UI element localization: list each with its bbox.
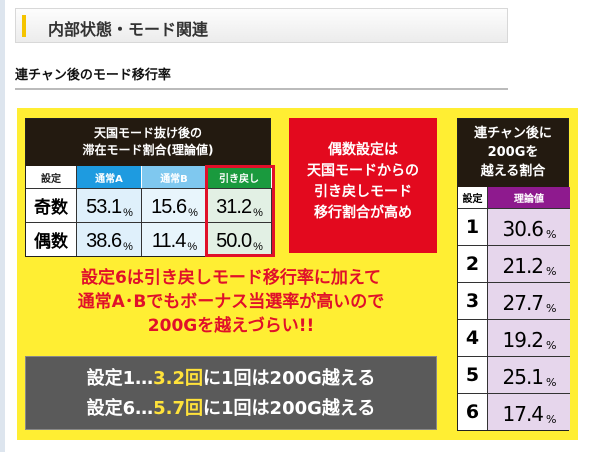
- setting-label: 1: [458, 208, 488, 245]
- row-label: 奇数: [26, 188, 77, 222]
- section-title: 内部状態・モード関連: [48, 20, 209, 39]
- mode-ratio-table: 天国モード抜け後の 滞在モード割合(理論値) 設定 通常A 通常B 引き戻し 奇…: [25, 118, 272, 257]
- table-title: 連チャン後に 200Gを 越える割合: [458, 119, 568, 187]
- highlight-frame: [205, 165, 275, 257]
- setting-label: 5: [458, 356, 488, 393]
- callout-line: 移行割合が高め: [314, 205, 412, 221]
- note-line: 設定6は引き戻しモード移行率に加えて: [81, 268, 381, 288]
- divider: [15, 88, 508, 90]
- note-text: 設定6は引き戻しモード移行率に加えて 通常A･Bでもボーナス当選率が高いので 2…: [25, 266, 437, 338]
- table-cell: 19.2%: [488, 319, 570, 356]
- summary-box: 設定1…3.2回に1回は200G越える 設定6…5.7回に1回は200G越える: [25, 356, 437, 430]
- col-header: 引き戻し: [207, 166, 272, 188]
- callout-line: 偶数設定は: [328, 142, 398, 158]
- table-cell: 15.6%: [142, 188, 207, 222]
- setting-label: 4: [458, 319, 488, 356]
- table-title: 天国モード抜け後の 滞在モード割合(理論値): [26, 119, 270, 166]
- col-header: 理論値: [488, 187, 570, 208]
- title-line: 滞在モード割合(理論値): [82, 143, 214, 157]
- title-line: 越える割合: [480, 164, 546, 179]
- note-line: 通常A･Bでもボーナス当選率が高いので: [77, 292, 385, 312]
- subsection-title: 連チャン後のモード移行率: [15, 68, 171, 83]
- table-cell: 11.4%: [142, 222, 207, 256]
- row-label: 偶数: [26, 222, 77, 256]
- title-line: 天国モード抜け後の: [93, 126, 202, 140]
- table-cell: 21.2%: [488, 245, 570, 282]
- summary-line: 設定1…3.2回に1回は200G越える: [86, 368, 376, 389]
- col-header: 通常B: [142, 166, 207, 188]
- note-line: 200Gを越えづらい!!: [147, 316, 315, 336]
- setting-label: 3: [458, 282, 488, 319]
- title-line: 200Gを: [487, 145, 539, 160]
- table-cell: 30.6%: [488, 208, 570, 245]
- title-line: 連チャン後に: [474, 126, 552, 141]
- table-cell: 38.6%: [77, 222, 142, 256]
- table-cell: 25.1%: [488, 356, 570, 393]
- page-border: [0, 0, 5, 452]
- table-cell: 31.2%: [207, 188, 272, 222]
- callout-box: 偶数設定は 天国モードからの 引き戻しモード 移行割合が高め: [289, 118, 437, 253]
- accent-bar: [22, 15, 26, 37]
- callout-line: 天国モードからの: [307, 163, 419, 179]
- setting-label: 2: [458, 245, 488, 282]
- table-cell: 27.7%: [488, 282, 570, 319]
- section-header: 内部状態・モード関連: [15, 8, 508, 43]
- col-header: 通常A: [77, 166, 142, 188]
- setting-label: 6: [458, 393, 488, 430]
- col-header: 設定: [458, 187, 488, 208]
- table-cell: 17.4%: [488, 393, 570, 430]
- callout-line: 引き戻しモード: [314, 184, 412, 200]
- over-200g-table: 連チャン後に 200Gを 越える割合 設定 理論値 1 30.6% 2 21.2% 3 2…: [457, 118, 570, 431]
- col-header: 設定: [26, 166, 77, 188]
- summary-line: 設定6…5.7回に1回は200G越える: [86, 398, 376, 419]
- table-cell: 50.0%: [207, 222, 272, 256]
- table-cell: 53.1%: [77, 188, 142, 222]
